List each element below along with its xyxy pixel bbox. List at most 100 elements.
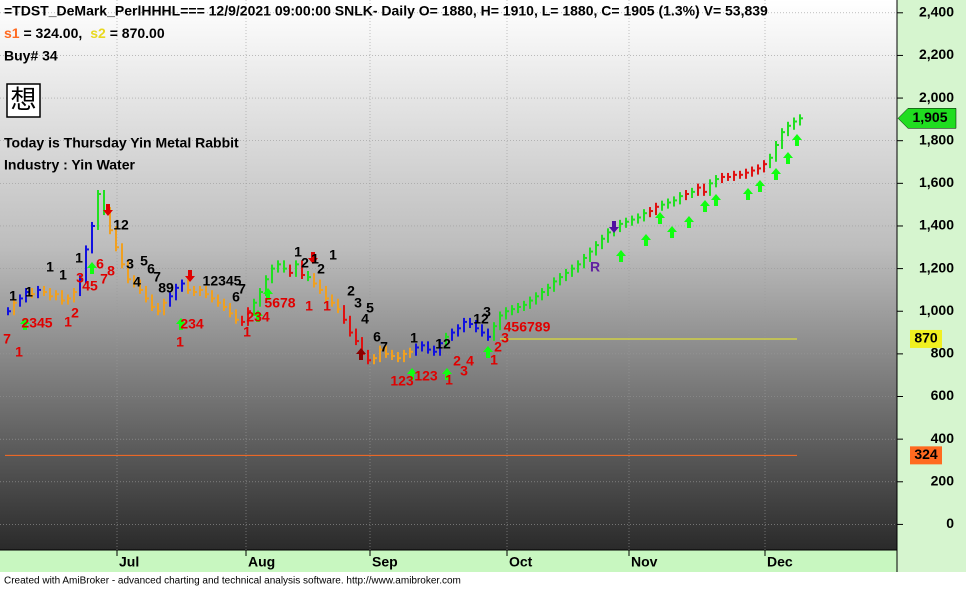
count-label: 1 [243, 324, 251, 340]
bar [643, 209, 647, 222]
s1-name: s1 [4, 25, 20, 41]
header-s1: s1 = 324.00, s2 = 870.00 [4, 25, 165, 41]
bar [19, 294, 23, 307]
bar [283, 260, 287, 273]
x-tick-label: Aug [248, 554, 275, 570]
signal-arrow [176, 318, 186, 330]
bar [175, 283, 179, 301]
count-label: 5 [140, 253, 148, 269]
bar [637, 213, 641, 224]
count-label: 4 [133, 274, 141, 290]
signal-arrow [641, 234, 651, 246]
bar [481, 324, 485, 337]
signal-arrow [743, 188, 753, 200]
bar [199, 285, 203, 297]
count-label: 234 [180, 316, 204, 332]
count-label: 7 [3, 331, 11, 347]
bar [697, 183, 701, 196]
bar [97, 189, 101, 230]
bar [337, 298, 341, 314]
bar [163, 298, 167, 316]
signal-arrow [609, 221, 619, 233]
bar [715, 175, 719, 188]
bar [67, 294, 71, 305]
bar [667, 198, 671, 209]
s2-text: = 870.00 [106, 25, 165, 41]
bar [763, 160, 767, 173]
bar [289, 264, 293, 277]
bar [253, 298, 257, 316]
count-label: 3 [483, 304, 491, 320]
count-label: 7 [380, 339, 388, 355]
bar [433, 345, 437, 356]
count-label: 3 [460, 363, 468, 379]
count-label: 1 [75, 250, 83, 266]
count-label: 6 [232, 289, 240, 305]
bar [685, 189, 689, 201]
y-axis-panel [897, 0, 966, 572]
bar [391, 349, 395, 361]
bar [547, 283, 551, 297]
bar [463, 317, 467, 333]
x-tick-label: Jul [119, 554, 139, 570]
y-tick-label: 1,000 [919, 302, 954, 318]
bar [85, 245, 89, 284]
bar [601, 234, 605, 250]
level-box [910, 329, 942, 348]
bar [115, 226, 119, 252]
bar [691, 187, 695, 198]
bar [385, 345, 389, 358]
bar [73, 288, 77, 303]
count-label: 1 [25, 284, 33, 300]
bar [307, 271, 311, 282]
count-label: 1 [311, 251, 319, 267]
count-label: 2 [71, 305, 79, 321]
signal-arrow [20, 318, 30, 330]
bar [205, 285, 209, 299]
signal-arrow [700, 200, 710, 212]
signal-arrow [356, 348, 366, 360]
count-label: 2 [301, 255, 309, 271]
bar [133, 275, 137, 288]
bar [61, 290, 65, 305]
buy-count: Buy# 34 [4, 48, 58, 64]
signal-arrow [253, 310, 263, 322]
signal-arrow [87, 262, 97, 274]
y-tick-label: 0 [946, 515, 954, 531]
count-label: 456789 [504, 319, 551, 335]
bar [529, 296, 533, 309]
count-label: 2 [453, 353, 461, 369]
count-label: 8 [107, 263, 115, 279]
count-label: 7 [238, 281, 246, 297]
y-tick-label: 600 [931, 387, 955, 403]
bar [193, 285, 197, 297]
bar [79, 275, 83, 297]
bar [493, 322, 497, 341]
signal-arrow [783, 152, 793, 164]
count-label: 1 [46, 259, 54, 275]
bar [709, 179, 713, 196]
bar [145, 285, 149, 303]
bar [349, 315, 353, 337]
count-label: 4 [466, 353, 474, 369]
bar [379, 345, 383, 363]
bar [439, 339, 443, 356]
level-label: 324 [914, 446, 938, 462]
y-tick-label: 1,400 [919, 217, 954, 233]
count-label: 1 [323, 298, 331, 314]
bar [517, 302, 521, 314]
bar [49, 288, 53, 301]
bar [595, 241, 599, 256]
bar [259, 288, 263, 307]
footer-bar [0, 572, 966, 589]
count-label: 45 [82, 278, 98, 294]
bar [499, 311, 503, 331]
bar [703, 183, 707, 196]
bar [37, 285, 41, 299]
count-label: 4 [361, 311, 369, 327]
bar [271, 264, 275, 284]
signal-arrow [755, 180, 765, 192]
signal-arrow [483, 346, 493, 358]
bar [217, 294, 221, 307]
